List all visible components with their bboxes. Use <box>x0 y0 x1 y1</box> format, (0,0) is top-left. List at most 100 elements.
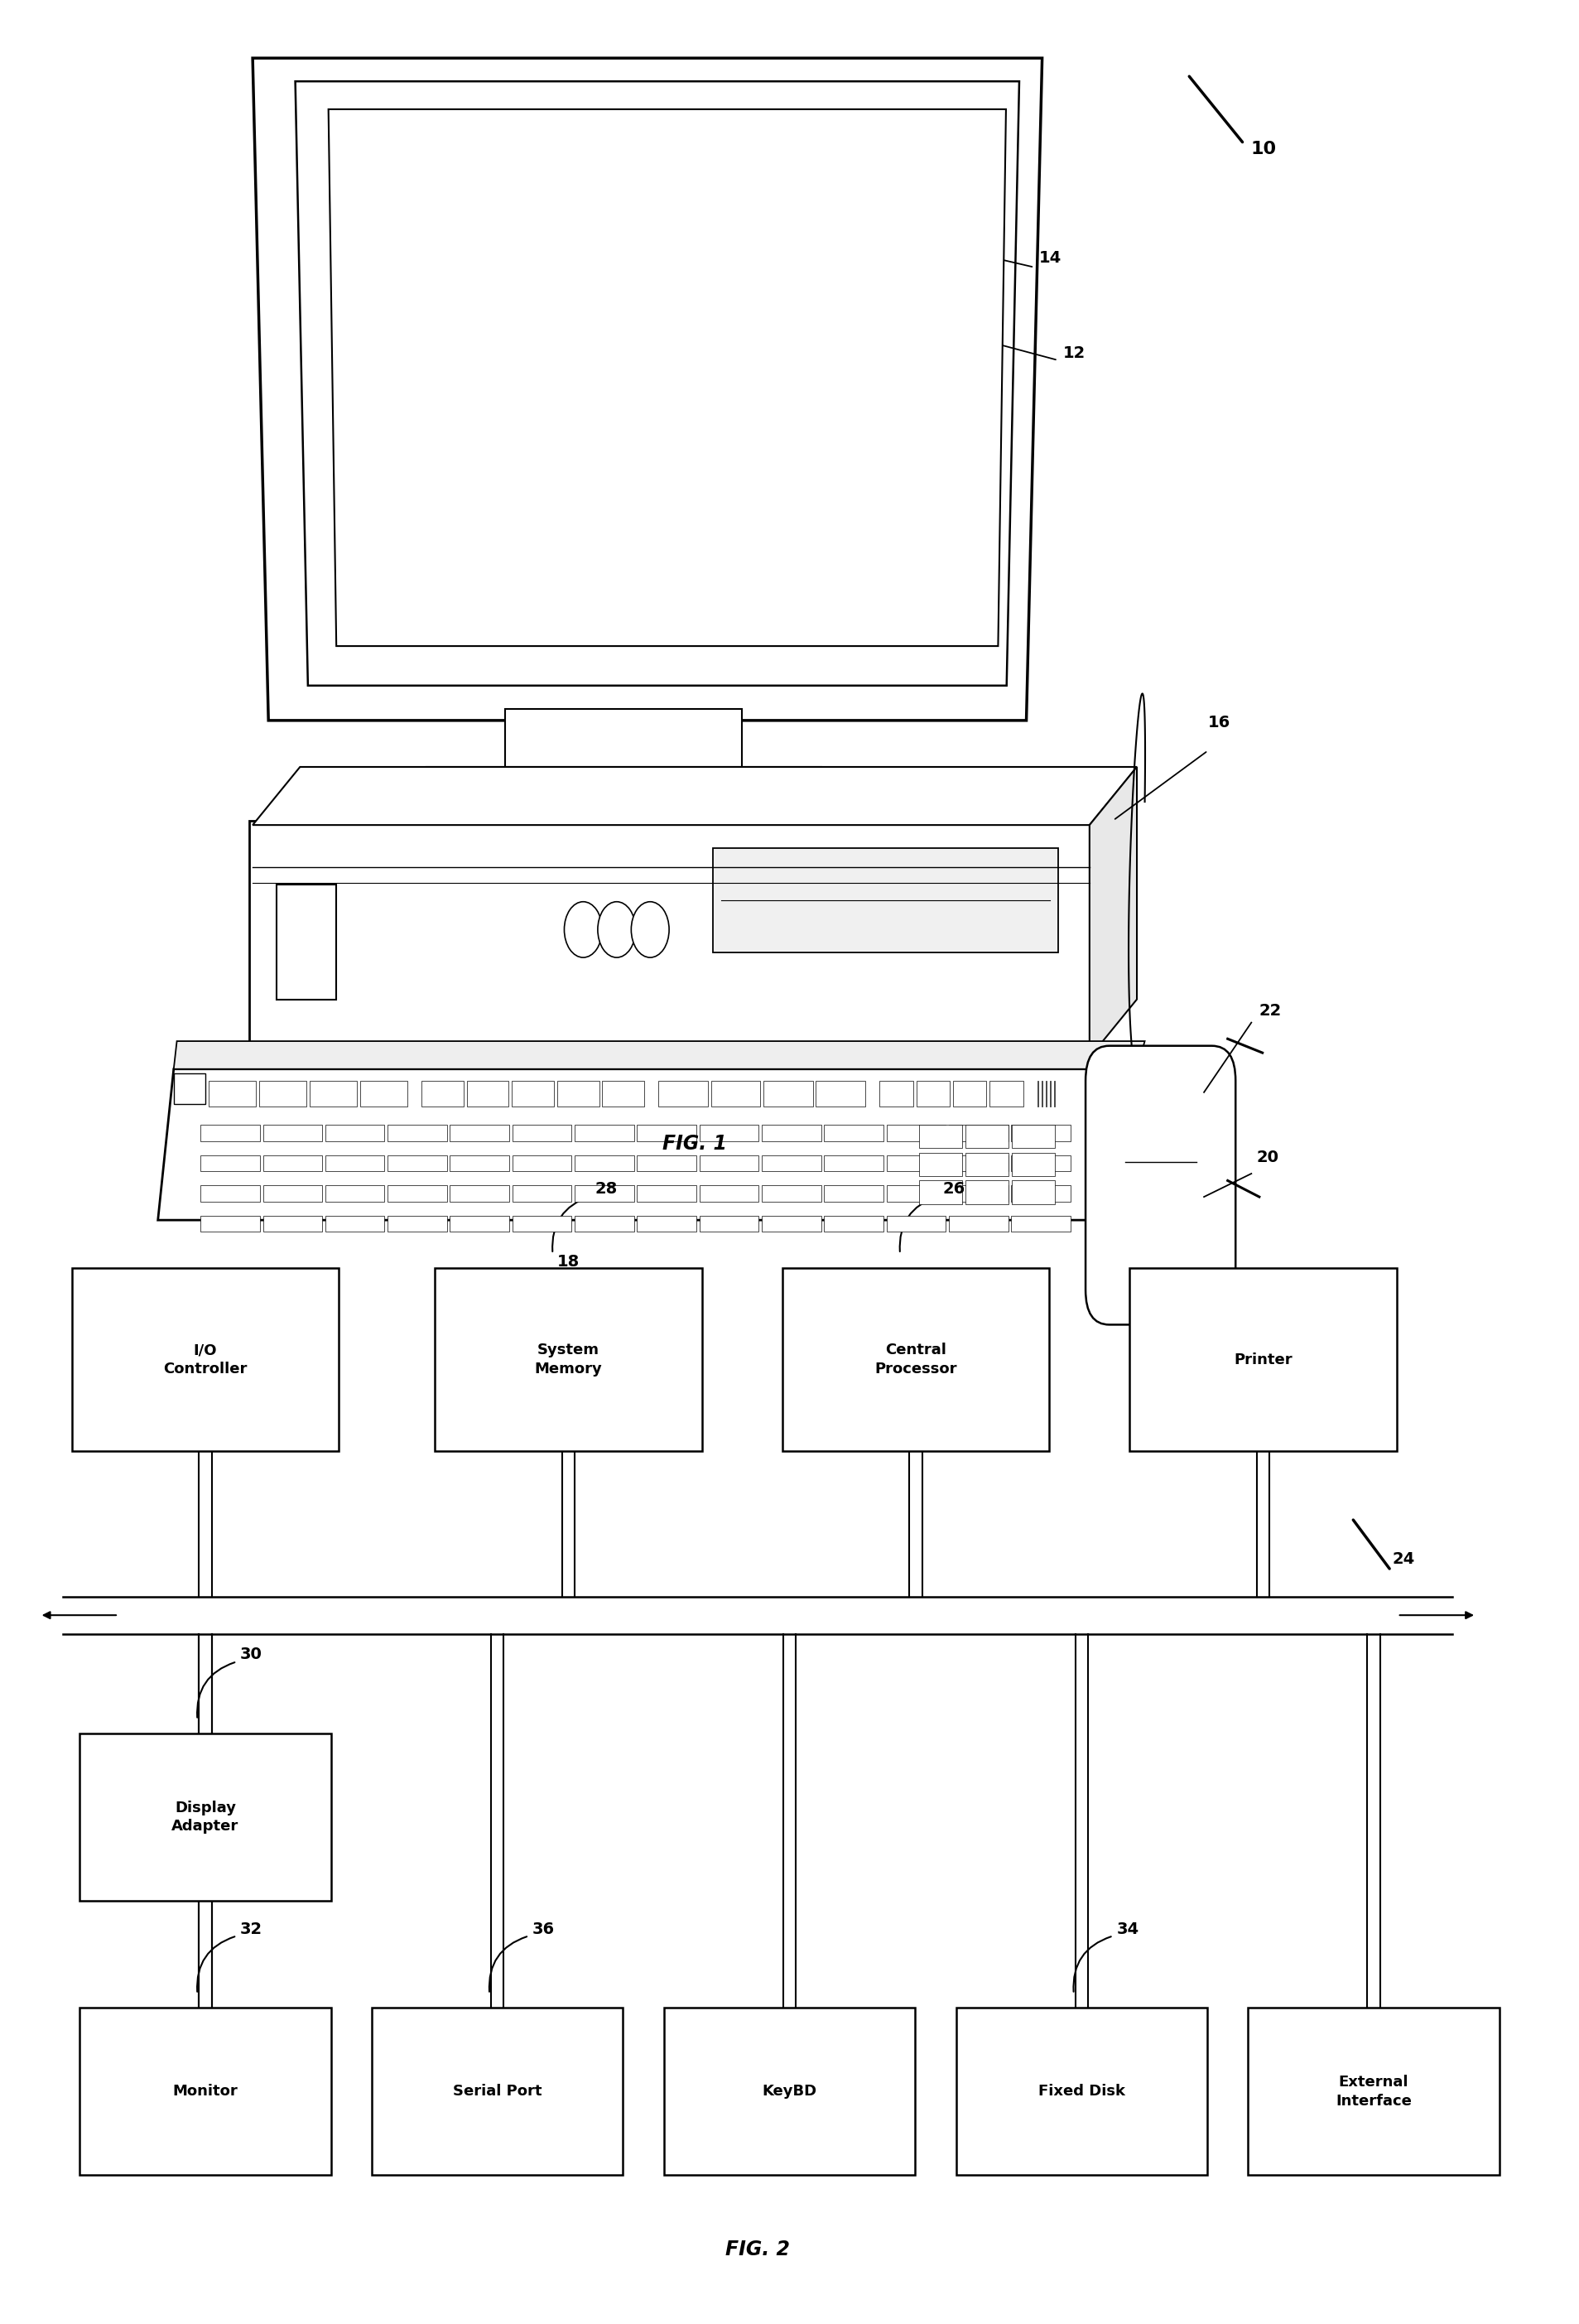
Text: 12: 12 <box>1063 346 1085 360</box>
FancyBboxPatch shape <box>373 2008 622 2175</box>
FancyBboxPatch shape <box>1131 1269 1397 1450</box>
Bar <box>325 1125 385 1141</box>
Bar <box>886 1185 946 1202</box>
Text: Central
Processor: Central Processor <box>875 1343 957 1376</box>
Text: 22: 22 <box>1260 1004 1282 1018</box>
Bar <box>450 1215 508 1232</box>
Bar <box>201 1155 259 1171</box>
Bar <box>602 1081 644 1106</box>
Bar <box>276 885 336 999</box>
Bar <box>761 1185 821 1202</box>
Bar <box>201 1185 259 1202</box>
Bar <box>886 1215 946 1232</box>
Bar <box>575 1215 633 1232</box>
Circle shape <box>632 902 669 957</box>
Text: FIG. 2: FIG. 2 <box>726 2240 790 2259</box>
Bar <box>1011 1185 1071 1202</box>
Text: 26: 26 <box>943 1181 965 1197</box>
Text: 14: 14 <box>1039 251 1061 265</box>
FancyBboxPatch shape <box>249 820 1093 1062</box>
Bar <box>1011 1155 1071 1171</box>
Bar <box>388 1125 447 1141</box>
Bar <box>325 1155 385 1171</box>
Text: 34: 34 <box>1116 1922 1138 1936</box>
Bar <box>965 1153 1009 1176</box>
Bar <box>575 1155 633 1171</box>
Polygon shape <box>174 1041 1145 1069</box>
Bar <box>262 1215 322 1232</box>
Text: System
Memory: System Memory <box>535 1343 602 1376</box>
Polygon shape <box>253 767 1137 825</box>
FancyBboxPatch shape <box>73 1269 339 1450</box>
Bar <box>309 1081 357 1106</box>
Bar <box>636 1125 696 1141</box>
Bar <box>450 1185 508 1202</box>
Bar <box>575 1125 633 1141</box>
Polygon shape <box>295 81 1020 686</box>
Bar <box>699 1125 758 1141</box>
Bar <box>954 1081 987 1106</box>
Bar <box>699 1155 758 1171</box>
Text: Fixed Disk: Fixed Disk <box>1037 2085 1126 2099</box>
Bar <box>262 1125 322 1141</box>
Bar <box>557 1081 598 1106</box>
Bar <box>761 1155 821 1171</box>
Bar <box>949 1155 1009 1171</box>
Bar <box>1011 1125 1071 1141</box>
FancyBboxPatch shape <box>957 2008 1208 2175</box>
Bar <box>711 1081 761 1106</box>
Bar <box>658 1081 707 1106</box>
Bar <box>426 767 821 825</box>
Text: 32: 32 <box>240 1922 262 1936</box>
Bar <box>512 1155 572 1171</box>
FancyBboxPatch shape <box>434 1269 701 1450</box>
Text: External
Interface: External Interface <box>1336 2075 1412 2108</box>
Bar <box>467 1081 508 1106</box>
FancyBboxPatch shape <box>1086 1046 1235 1325</box>
Bar <box>201 1125 259 1141</box>
Bar <box>325 1185 385 1202</box>
Bar <box>512 1185 572 1202</box>
Bar <box>1012 1181 1055 1204</box>
Text: 20: 20 <box>1257 1150 1279 1164</box>
Text: 30: 30 <box>240 1648 262 1662</box>
Bar <box>259 1081 306 1106</box>
Text: KeyBD: KeyBD <box>763 2085 816 2099</box>
Polygon shape <box>1090 767 1137 1057</box>
Circle shape <box>564 902 602 957</box>
Bar <box>919 1181 962 1204</box>
Text: 18: 18 <box>557 1255 579 1269</box>
Bar <box>990 1081 1023 1106</box>
Bar <box>388 1185 447 1202</box>
Bar <box>824 1125 883 1141</box>
Bar <box>965 1181 1009 1204</box>
Bar <box>1012 1153 1055 1176</box>
Bar <box>422 1081 464 1106</box>
Bar <box>208 1081 256 1106</box>
FancyBboxPatch shape <box>1249 2008 1500 2175</box>
Bar <box>636 1185 696 1202</box>
Bar <box>512 1081 554 1106</box>
Bar <box>1011 1215 1071 1232</box>
Bar <box>1012 1125 1055 1148</box>
Bar <box>761 1215 821 1232</box>
Text: 24: 24 <box>1393 1552 1415 1566</box>
Bar <box>824 1185 883 1202</box>
Bar <box>816 1081 865 1106</box>
Bar <box>919 1125 962 1148</box>
Text: Printer: Printer <box>1233 1353 1293 1367</box>
Bar <box>886 1125 946 1141</box>
Bar <box>262 1155 322 1171</box>
Bar <box>965 1125 1009 1148</box>
Bar <box>262 1185 322 1202</box>
Bar <box>388 1215 447 1232</box>
Text: Display
Adapter: Display Adapter <box>172 1801 238 1834</box>
Text: 36: 36 <box>532 1922 554 1936</box>
Text: FIG. 1: FIG. 1 <box>663 1134 726 1153</box>
FancyBboxPatch shape <box>782 1269 1048 1450</box>
Bar <box>575 1185 633 1202</box>
Text: 16: 16 <box>1208 716 1230 730</box>
FancyBboxPatch shape <box>665 2008 916 2175</box>
Bar <box>824 1215 883 1232</box>
Bar <box>636 1155 696 1171</box>
